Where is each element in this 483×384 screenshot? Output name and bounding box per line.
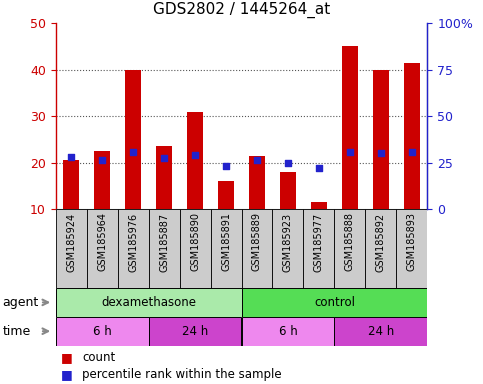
Text: ■: ■ [60,351,72,364]
Text: 24 h: 24 h [368,325,394,338]
Text: GSM185923: GSM185923 [283,212,293,271]
Bar [56,288,242,317]
Text: GSM185964: GSM185964 [97,212,107,271]
Bar [397,209,427,288]
Bar [94,151,110,209]
Bar [156,146,172,209]
Bar [311,202,327,209]
Point [129,149,137,156]
Bar [366,209,397,288]
Bar [242,288,427,317]
Bar [180,209,211,288]
Text: GSM185890: GSM185890 [190,212,200,271]
Point [67,154,75,160]
Text: GSM185888: GSM185888 [345,212,355,271]
Text: 6 h: 6 h [279,325,298,338]
Bar [86,209,117,288]
Text: GSM185924: GSM185924 [66,212,76,271]
Bar [117,209,149,288]
Bar [334,209,366,288]
Bar [373,70,389,209]
Text: GSM185893: GSM185893 [407,212,417,271]
Point [346,149,354,156]
Text: control: control [314,296,355,309]
Bar [242,209,272,288]
Text: GSM185892: GSM185892 [376,212,386,271]
Bar [149,209,180,288]
Point [408,149,416,155]
Text: percentile rank within the sample: percentile rank within the sample [82,367,282,381]
Text: GSM185889: GSM185889 [252,212,262,271]
Bar [272,209,303,288]
Bar [218,181,234,209]
Text: GSM185887: GSM185887 [159,212,169,271]
Text: GDS2802 / 1445264_at: GDS2802 / 1445264_at [153,2,330,18]
Point [253,157,261,163]
Bar [187,111,203,209]
Point [160,155,168,161]
Bar [63,161,79,209]
Bar [280,172,296,209]
Point [222,162,230,169]
Text: GSM185976: GSM185976 [128,212,138,271]
Bar [56,317,149,346]
Text: ■: ■ [60,367,72,381]
Point [98,157,106,163]
Bar [334,317,427,346]
Text: GSM185977: GSM185977 [314,212,324,271]
Point [284,160,292,166]
Bar [125,70,141,209]
Text: GSM185891: GSM185891 [221,212,231,271]
Point [377,151,385,157]
Text: 24 h: 24 h [182,325,208,338]
Point [315,165,323,171]
Bar [211,209,242,288]
Point [191,152,199,158]
Bar [303,209,334,288]
Text: 6 h: 6 h [93,325,112,338]
Text: agent: agent [2,296,39,309]
Bar [149,317,242,346]
Text: dexamethasone: dexamethasone [101,296,196,309]
Text: count: count [82,351,115,364]
Bar [249,156,265,209]
Bar [404,63,420,209]
Text: time: time [2,325,30,338]
Bar [342,46,358,209]
Bar [56,209,86,288]
Bar [242,317,334,346]
